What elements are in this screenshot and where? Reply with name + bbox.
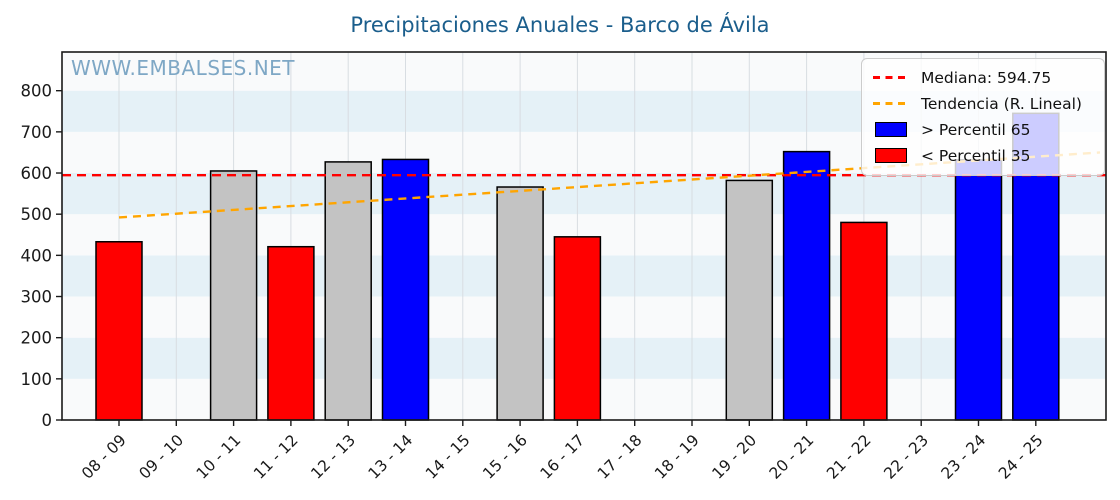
x-tick-label: 19 - 20 <box>709 431 761 483</box>
legend-box-swatch <box>872 148 910 163</box>
x-tick-label: 16 - 17 <box>537 431 589 483</box>
x-tick-label: 24 - 25 <box>995 431 1047 483</box>
bar-21-22 <box>840 221 888 421</box>
bar-13-14 <box>381 158 430 421</box>
bar-10-11 <box>209 170 258 421</box>
x-tick-label: 23 - 24 <box>938 431 990 483</box>
x-tick-label: 13 - 14 <box>365 431 417 483</box>
bar-15-16 <box>496 186 544 421</box>
legend-item-1: Tendencia (R. Lineal) <box>872 92 1094 115</box>
x-tick-label: 15 - 16 <box>479 431 531 483</box>
x-tick-label: 09 - 10 <box>136 431 188 483</box>
x-tick-label: 12 - 13 <box>307 431 359 483</box>
bar-11-12 <box>267 245 315 421</box>
legend-label: > Percentil 65 <box>921 120 1031 139</box>
x-tick-label: 17 - 18 <box>594 431 646 483</box>
y-axis: 0 100 200 300 400 500 600 700 800 <box>21 82 62 430</box>
y-tick-label: 600 <box>21 164 53 183</box>
legend-label: Mediana: 594.75 <box>921 68 1052 87</box>
y-tick-label: 800 <box>21 82 53 101</box>
y-tick-label: 0 <box>42 411 53 430</box>
legend-dashed-line-swatch <box>872 75 910 80</box>
chart-title: Precipitaciones Anuales - Barco de Ávila <box>350 13 770 37</box>
x-tick-label: 20 - 21 <box>766 431 818 483</box>
legend-label: Tendencia (R. Lineal) <box>921 94 1082 113</box>
x-tick-label: 14 - 15 <box>422 431 474 483</box>
bar-08-09 <box>95 241 143 421</box>
y-tick-label: 700 <box>21 123 53 142</box>
x-tick-label: 08 - 09 <box>78 431 130 483</box>
y-tick-label: 200 <box>21 329 53 348</box>
x-axis: 08 - 09 09 - 10 10 - 11 11 - 12 12 - 13 13 - … <box>78 420 1047 483</box>
x-tick-label: 11 - 12 <box>250 431 302 483</box>
legend-item-3: < Percentil 35 <box>872 144 1094 167</box>
legend-label: < Percentil 35 <box>921 146 1031 165</box>
plot-border <box>61 51 1107 421</box>
bar-16-17 <box>553 236 602 421</box>
legend-box-swatch <box>872 122 910 137</box>
legend-item-2: > Percentil 65 <box>872 118 1094 141</box>
y-tick-label: 500 <box>21 205 53 224</box>
bar-19-20 <box>725 179 774 421</box>
legend-item-0: Mediana: 594.75 <box>872 66 1094 89</box>
x-tick-label: 22 - 23 <box>880 431 932 483</box>
bar-20-21 <box>782 150 831 421</box>
y-tick-label: 100 <box>21 370 53 389</box>
x-tick-label: 18 - 19 <box>651 431 703 483</box>
y-tick-label: 300 <box>21 288 53 307</box>
legend-dashed-line-swatch <box>872 101 910 106</box>
legend: Mediana: 594.75 Tendencia (R. Lineal) > Pe… <box>861 58 1105 176</box>
x-tick-label: 21 - 22 <box>823 431 875 483</box>
x-tick-label: 10 - 11 <box>193 431 245 483</box>
y-tick-label: 400 <box>21 246 53 265</box>
bar-23-24 <box>954 159 1003 421</box>
